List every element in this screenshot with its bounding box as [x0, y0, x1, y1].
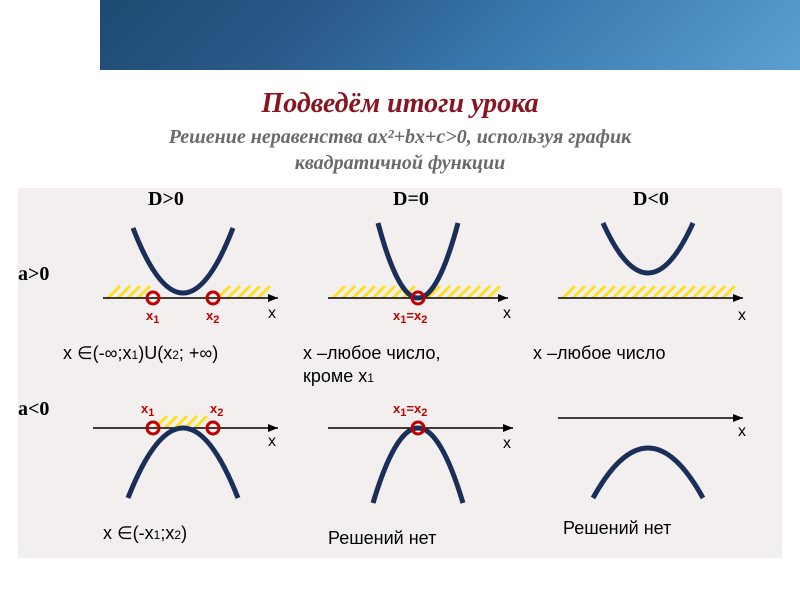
- svg-text:x: x: [268, 433, 276, 450]
- answer-r0c2: x –любое число: [533, 343, 666, 364]
- title-block: Подведём итоги урока Решение неравенства…: [0, 70, 800, 184]
- col-header-d-eq-0: D=0: [393, 188, 429, 211]
- parabola-svg: x: [538, 218, 758, 348]
- cell-a-pos-d-neg: x: [538, 218, 758, 348]
- svg-text:x: x: [503, 305, 511, 322]
- col-header-d-gt-0: D>0: [148, 188, 184, 211]
- cell-a-neg-d-zero: x1=x2 x: [308, 388, 528, 518]
- svg-text:x: x: [503, 435, 511, 452]
- top-banner: [0, 0, 800, 70]
- parabola-svg: x1 x2 x: [73, 218, 293, 348]
- answer-r1c0: x ∈(-x1;x2): [103, 523, 187, 544]
- title-main: Подведём итоги урока: [30, 88, 770, 120]
- banner-white-block: [0, 0, 100, 70]
- row-header-a-gt-0: a>0: [18, 263, 49, 286]
- svg-text:x1=x2: x1=x2: [393, 401, 427, 419]
- cell-a-neg-d-neg: x: [538, 388, 758, 518]
- col-header-d-lt-0: D<0: [633, 188, 669, 211]
- svg-text:x1=x2: x1=x2: [393, 308, 427, 326]
- answer-r0c1-line1: x –любое число,: [303, 343, 441, 364]
- svg-text:x: x: [738, 423, 746, 440]
- svg-text:x1: x1: [141, 401, 154, 419]
- svg-text:x2: x2: [210, 401, 223, 419]
- parabola-svg: x: [538, 388, 758, 518]
- cell-a-pos-d-zero: x1=x2 x: [308, 218, 528, 348]
- title-sub-line2: квадратичной функции: [30, 150, 770, 176]
- diagram-grid: D>0 D=0 D<0 a>0 a<0 x1 x2 x: [18, 188, 782, 558]
- answer-r0c0: x ∈(-∞;x1)U(x2; +∞): [63, 343, 218, 364]
- row-header-a-lt-0: a<0: [18, 398, 49, 421]
- answer-r0c1-line2: кроме x1: [303, 366, 374, 387]
- answer-r1c2: Решений нет: [563, 518, 671, 539]
- svg-text:x2: x2: [206, 308, 219, 326]
- parabola-svg: x1=x2 x: [308, 218, 528, 348]
- cell-a-pos-d-pos: x1 x2 x: [73, 218, 293, 348]
- svg-text:x: x: [738, 307, 746, 324]
- parabola-svg: x1 x2 x: [73, 388, 293, 518]
- parabola-svg: x1=x2 x: [308, 388, 528, 518]
- cell-a-neg-d-pos: x1 x2 x: [73, 388, 293, 518]
- svg-text:x1: x1: [146, 308, 159, 326]
- banner-gradient: [100, 0, 800, 70]
- answer-r1c1: Решений нет: [328, 528, 436, 549]
- title-sub-line1: Решение неравенства ax²+bx+c>0, использу…: [30, 124, 770, 150]
- svg-text:x: x: [268, 305, 276, 322]
